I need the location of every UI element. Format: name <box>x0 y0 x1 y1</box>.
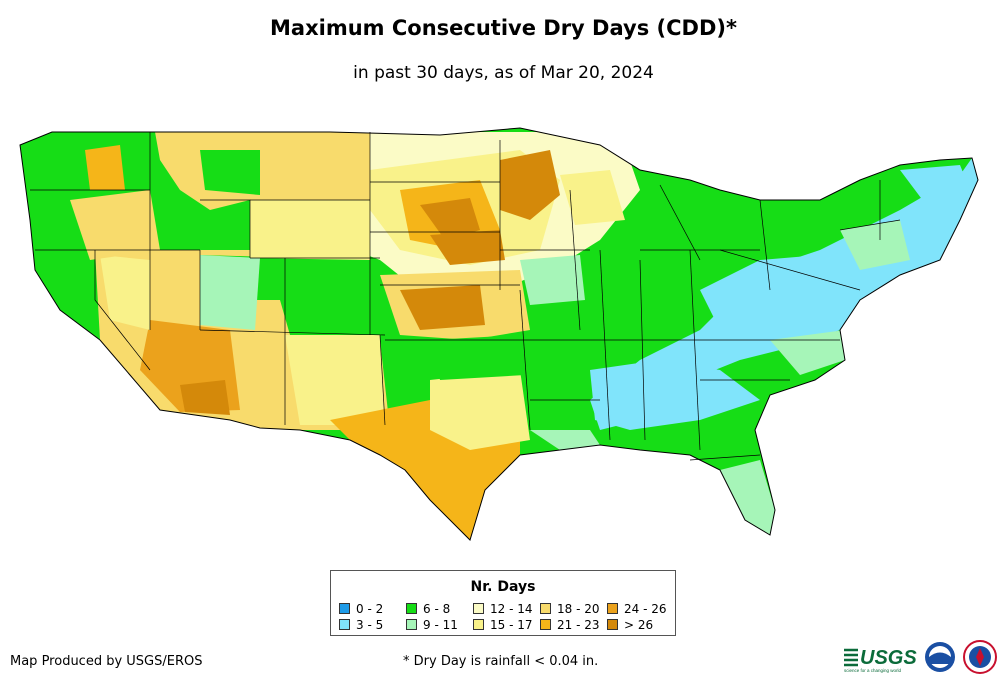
legend-label: 0 - 2 <box>356 602 384 616</box>
legend-swatch <box>540 619 551 630</box>
legend-label: 9 - 11 <box>423 618 458 632</box>
zone-texas-east <box>430 370 530 450</box>
zone-nv <box>100 255 150 330</box>
zone-iowa-light <box>520 255 585 305</box>
legend-swatch <box>473 603 484 614</box>
legend-label: 6 - 8 <box>423 602 451 616</box>
map-subtitle: in past 30 days, as of Mar 20, 2024 <box>353 63 654 83</box>
zone-sd-dry <box>420 198 480 240</box>
zone-gulf-light <box>530 430 600 450</box>
legend-label: 12 - 14 <box>490 602 533 616</box>
zone-az-driest <box>180 380 230 415</box>
zone-utah-light <box>200 255 260 330</box>
zone-wyoming <box>250 200 370 260</box>
zone-ohio-blue <box>700 255 840 330</box>
zone-southeast-blue <box>590 360 760 430</box>
noaa-logo <box>925 642 955 672</box>
legend-swatch <box>339 603 350 614</box>
usgs-tagline: science for a changing world <box>844 668 902 673</box>
legend-label: > 26 <box>624 618 654 632</box>
zone-ny-light <box>840 220 910 270</box>
zone-wi-yellow <box>560 170 625 225</box>
legend-swatch <box>607 603 618 614</box>
legend-label: 3 - 5 <box>356 618 384 632</box>
legend-label: 24 - 26 <box>624 602 667 616</box>
zone-mid-atlantic-light <box>770 330 845 375</box>
map-title: Maximum Consecutive Dry Days (CDD)* <box>270 16 737 40</box>
state-borders <box>30 132 901 461</box>
us-outline <box>19 127 979 541</box>
map-credit: Map Produced by USGS/EROS <box>10 654 203 669</box>
agency-logos: USGS science for a changing world <box>844 640 997 674</box>
zone-minnesota-dry <box>500 150 560 220</box>
legend-label: 21 - 23 <box>557 618 600 632</box>
zone-florida-light <box>720 460 775 535</box>
legend-swatch <box>339 619 350 630</box>
legend-title: Nr. Days <box>470 579 536 595</box>
zone-montana-green <box>200 150 260 195</box>
legend-swatch <box>540 603 551 614</box>
legend-swatch <box>406 619 417 630</box>
usgs-logo: USGS science for a changing world <box>844 647 917 673</box>
footnote: * Dry Day is rainfall < 0.04 in. <box>403 654 599 669</box>
legend-swatch <box>607 619 618 630</box>
nws-logo <box>963 640 997 674</box>
zone-nm <box>285 335 385 425</box>
legend: Nr. Days 0 - 2 3 - 5 6 - 8 9 - 11 12 - 1… <box>330 570 676 636</box>
zone-kansas-dry <box>400 285 485 330</box>
legend-label: 18 - 20 <box>557 602 600 616</box>
usgs-logo-text: USGS <box>860 647 917 669</box>
legend-swatch <box>473 619 484 630</box>
zone-oregon-yellow <box>70 190 160 260</box>
legend-label: 15 - 17 <box>490 618 533 632</box>
zone-wa-dry <box>85 145 125 190</box>
legend-swatch <box>406 603 417 614</box>
zone-ok-light <box>430 335 525 380</box>
zone-maine-light <box>900 165 970 210</box>
zone-nebraska-dry <box>430 230 505 265</box>
